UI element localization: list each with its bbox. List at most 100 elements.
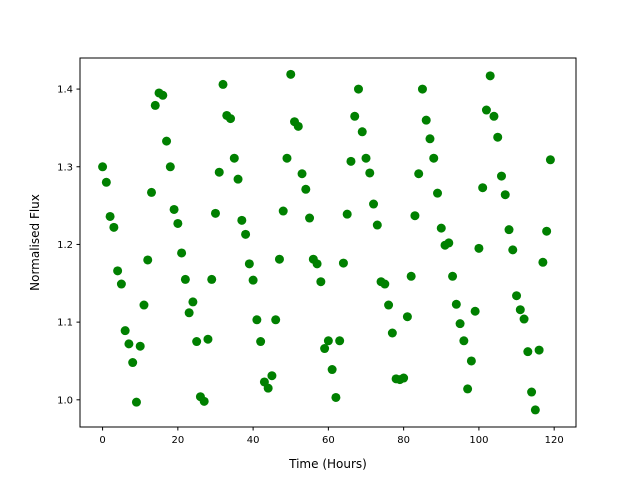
data-point	[361, 153, 371, 163]
data-point	[470, 306, 480, 316]
data-point	[545, 155, 555, 165]
data-point	[327, 365, 337, 375]
data-point	[433, 188, 443, 198]
data-point	[331, 392, 341, 402]
data-point	[402, 312, 412, 322]
data-point	[128, 358, 138, 368]
data-point	[474, 243, 484, 253]
data-point	[406, 271, 416, 281]
data-point	[305, 213, 315, 223]
data-point	[384, 300, 394, 310]
data-point	[417, 84, 427, 94]
data-point	[120, 326, 130, 336]
data-point	[338, 258, 348, 268]
data-point	[346, 156, 356, 166]
data-point	[248, 275, 258, 285]
data-point	[414, 169, 424, 179]
data-point	[542, 226, 552, 236]
data-point	[320, 344, 330, 354]
data-point	[143, 255, 153, 265]
data-point	[199, 396, 209, 406]
data-point	[147, 187, 157, 197]
data-point	[466, 356, 476, 366]
data-point	[218, 79, 228, 89]
data-point	[214, 167, 224, 177]
data-point	[372, 220, 382, 230]
data-point	[173, 218, 183, 228]
data-point	[429, 153, 439, 163]
data-point	[252, 315, 262, 325]
x-axis-label: Time (Hours)	[288, 457, 367, 471]
data-point	[380, 279, 390, 289]
data-point	[241, 229, 251, 239]
y-tick-label: 1.0	[57, 395, 73, 406]
data-points	[98, 69, 555, 415]
data-point	[357, 127, 367, 137]
y-tick-label: 1.1	[57, 318, 73, 329]
data-point	[399, 373, 409, 383]
data-point	[365, 168, 375, 178]
data-point	[519, 314, 529, 324]
data-point	[158, 90, 168, 100]
data-point	[98, 162, 108, 172]
data-point	[512, 291, 522, 301]
data-point	[444, 238, 454, 248]
data-point	[387, 328, 397, 338]
data-point	[101, 177, 111, 187]
data-point	[237, 215, 247, 225]
data-point	[244, 259, 254, 269]
data-point	[350, 111, 360, 121]
data-point	[369, 199, 379, 209]
data-point	[293, 121, 303, 131]
data-point	[489, 111, 499, 121]
y-axis-label: Normalised Flux	[28, 194, 42, 291]
data-point	[169, 204, 179, 214]
y-axis-ticks: 1.0 1.1 1.2 1.3 1.4	[57, 85, 80, 406]
y-tick-label: 1.3	[57, 162, 73, 173]
data-point	[267, 371, 277, 381]
data-point	[508, 245, 518, 255]
data-point	[459, 336, 469, 346]
data-point	[184, 308, 194, 318]
x-tick-label: 20	[171, 435, 184, 446]
data-point	[335, 336, 345, 346]
data-point	[297, 169, 307, 179]
data-point	[188, 297, 198, 307]
data-point	[271, 315, 281, 325]
data-point	[493, 132, 503, 142]
data-point	[323, 336, 333, 346]
y-tick-label: 1.2	[57, 240, 73, 251]
data-point	[203, 334, 213, 344]
data-point	[278, 206, 288, 216]
data-point	[451, 299, 461, 309]
data-point	[113, 266, 123, 276]
data-point	[504, 225, 514, 235]
data-point	[210, 208, 220, 218]
data-point	[316, 277, 326, 287]
data-point	[534, 345, 544, 355]
data-point	[263, 383, 273, 393]
data-point	[109, 222, 119, 232]
data-point	[274, 254, 284, 264]
x-tick-label: 80	[397, 435, 410, 446]
x-tick-label: 40	[247, 435, 260, 446]
y-tick-label: 1.4	[57, 85, 73, 96]
x-axis-ticks: 0 20 40 60 80 100 120	[99, 427, 564, 446]
data-point	[131, 397, 141, 407]
data-point	[105, 211, 115, 221]
data-point	[233, 174, 243, 184]
data-point	[500, 190, 510, 200]
data-point	[410, 211, 420, 221]
data-point	[256, 337, 266, 347]
data-point	[527, 387, 537, 397]
data-point	[515, 305, 525, 315]
data-point	[496, 171, 506, 181]
data-point	[478, 183, 488, 193]
data-point	[425, 134, 435, 144]
data-point	[353, 84, 363, 94]
data-point	[530, 405, 540, 415]
data-point	[455, 319, 465, 329]
data-point	[226, 114, 236, 124]
data-point	[165, 162, 175, 172]
data-point	[192, 337, 202, 347]
